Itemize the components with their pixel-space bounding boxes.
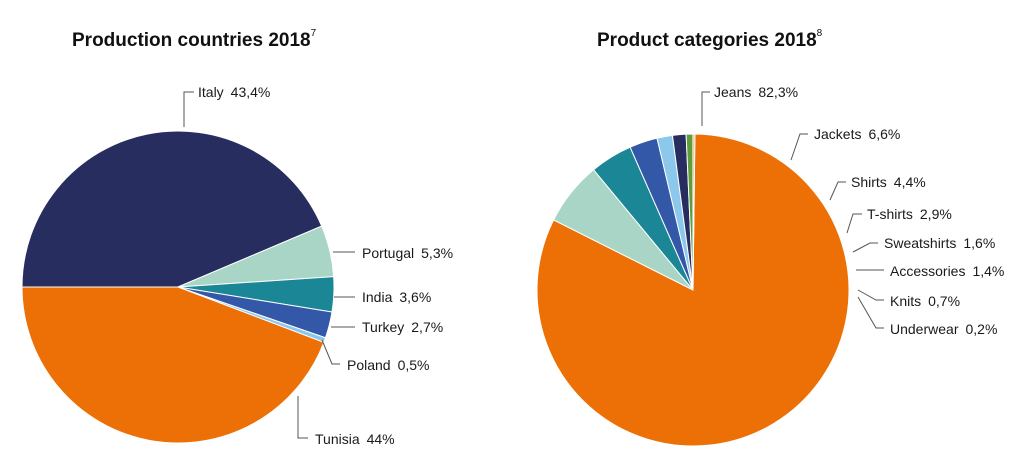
slice-label-tunisia: Tunisia 44% xyxy=(315,431,395,447)
leader-line-jackets xyxy=(790,133,808,161)
pie-slice-tunisia xyxy=(21,286,325,444)
pie-slice-italy xyxy=(21,130,323,288)
chart-title-text: Product categories 2018 xyxy=(597,30,817,51)
slice-label-jeans: Jeans 82,3% xyxy=(714,84,798,100)
slice-label-india: India 3,6% xyxy=(362,289,431,305)
slice-label-sweatshirts: Sweatshirts 1,6% xyxy=(884,235,995,251)
leader-line-italy xyxy=(183,91,194,127)
slice-label-turkey: Turkey 2,7% xyxy=(362,319,443,335)
leader-line-underwear xyxy=(857,296,884,329)
chart-title-text: Production countries 2018 xyxy=(72,30,311,51)
slice-label-t-shirts: T-shirts 2,9% xyxy=(867,206,952,222)
chart-title-product-categories: Product categories 20188 xyxy=(597,28,823,52)
footnote-marker: 8 xyxy=(816,28,823,39)
leader-line-knits xyxy=(857,289,884,301)
slice-label-italy: Italy 43,4% xyxy=(198,84,270,100)
slice-label-portugal: Portugal 5,3% xyxy=(362,245,453,261)
leader-line-poland xyxy=(321,339,340,365)
pie-chart-2: Jeans 82,3% Jackets 6,6% Shirts 4,4% T-shir… xyxy=(536,84,1004,447)
leader-line-jeans xyxy=(701,91,710,126)
leader-line-t-shirts xyxy=(846,213,862,234)
chart-title-production-countries: Production countries 20187 xyxy=(72,28,317,52)
slice-label-jackets: Jackets 6,6% xyxy=(814,126,900,142)
slice-label-accessories: Accessories 1,4% xyxy=(890,263,1004,279)
pie-slice-underwear xyxy=(692,133,696,291)
slice-label-underwear: Underwear 0,2% xyxy=(890,321,997,337)
leader-line-shirts xyxy=(829,181,846,201)
slice-label-poland: Poland 0,5% xyxy=(347,357,430,373)
pie-chart-1: Italy 43,4% Portugal 5,3% India 3,6% Turkey… xyxy=(21,84,453,447)
footnote-marker: 7 xyxy=(310,28,317,39)
slice-label-knits: Knits 0,7% xyxy=(890,293,960,309)
leader-line-tunisia xyxy=(297,396,308,439)
slice-label-shirts: Shirts 4,4% xyxy=(851,174,926,190)
leader-line-sweatshirts xyxy=(852,242,878,253)
